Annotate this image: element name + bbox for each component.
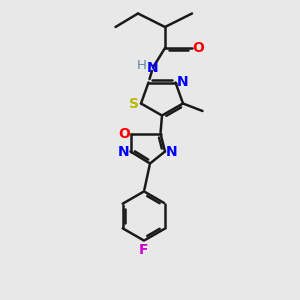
Text: H: H xyxy=(137,58,146,72)
Text: N: N xyxy=(166,145,177,158)
Text: N: N xyxy=(176,76,188,89)
Text: S: S xyxy=(129,97,140,110)
Text: N: N xyxy=(118,145,130,158)
Text: O: O xyxy=(118,127,130,140)
Text: N: N xyxy=(147,61,159,74)
Text: F: F xyxy=(139,243,149,256)
Text: O: O xyxy=(193,41,205,55)
